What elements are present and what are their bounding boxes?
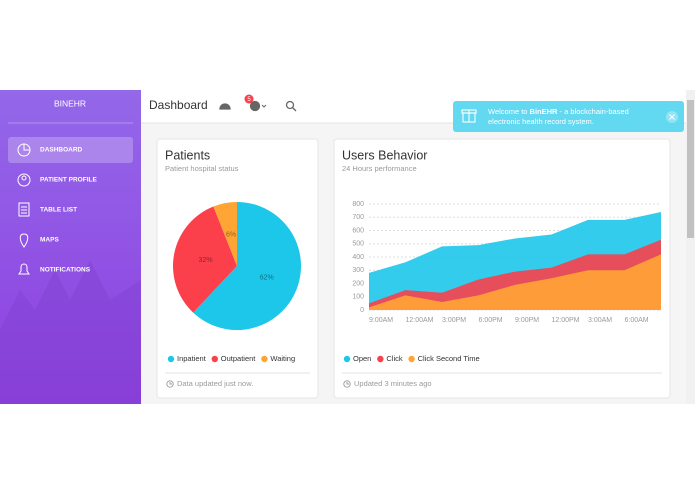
nav-item[interactable]: TABLE LIST — [40, 207, 77, 214]
y-tick-label: 300 — [352, 267, 364, 274]
brand: BINEHR — [54, 98, 86, 108]
x-tick-label: 6:00AM — [625, 317, 649, 324]
pie-label: 6% — [226, 231, 236, 238]
legend-swatch — [408, 355, 415, 363]
area — [369, 254, 661, 310]
y-tick-label: 700 — [352, 214, 364, 221]
card-footer: Updated 3 minutes ago — [354, 379, 432, 388]
legend-swatch — [343, 355, 351, 363]
badge — [244, 94, 254, 104]
nav-item[interactable]: PATIENT PROFILE — [40, 177, 97, 184]
x-tick-label: 12:00PM — [552, 317, 580, 324]
legend-label: Inpatient — [177, 354, 207, 363]
y-tick-label: 200 — [352, 280, 364, 287]
x-tick-label: 12:00AM — [406, 317, 434, 324]
page-title: Dashboard — [149, 98, 208, 112]
y-tick-label: 100 — [352, 294, 364, 301]
legend-label: Click Second Time — [418, 354, 480, 363]
notification-brand: BinEHR — [530, 107, 559, 116]
notification-text: electronic health record system. — [488, 117, 594, 126]
notification-text: - a blockchain-based — [557, 107, 628, 116]
legend-swatch — [261, 355, 268, 363]
legend-swatch — [377, 355, 384, 363]
notification — [453, 101, 684, 132]
legend-label: Waiting — [270, 354, 295, 363]
card-title: Users Behavior — [342, 148, 427, 162]
nav-active — [8, 137, 133, 163]
y-tick-label: 500 — [352, 241, 364, 248]
y-tick-label: 600 — [352, 227, 364, 234]
card-subtitle: Patient hospital status — [165, 164, 239, 173]
x-tick-label: 9:00PM — [515, 317, 539, 324]
nav-item[interactable]: NOTIFICATIONS — [40, 267, 91, 274]
pie-slice — [193, 202, 301, 330]
x-tick-label: 3:00PM — [442, 317, 466, 324]
notification-line: Welcome to BinEHR - a blockchain-based — [488, 107, 629, 116]
y-tick-label: 800 — [352, 201, 364, 208]
y-tick-label: 0 — [360, 307, 364, 314]
nav-item[interactable]: DASHBOARD — [40, 147, 83, 154]
y-tick-label: 400 — [352, 254, 364, 261]
card-footer: Data updated just now. — [177, 379, 253, 388]
nav-icons — [17, 143, 31, 275]
scroll-thumb[interactable] — [687, 100, 694, 238]
card-title: Patients — [165, 148, 210, 162]
notification-prefix: Welcome to — [488, 107, 530, 116]
legend-label: Open — [353, 354, 371, 363]
pie-label: 32% — [199, 257, 213, 264]
pie-slice — [172, 206, 237, 313]
legend-swatch — [167, 355, 175, 363]
clock-icons — [166, 380, 351, 388]
close-x — [669, 114, 675, 120]
x-tick-label: 6:00PM — [479, 317, 503, 324]
x-tick-label: 3:00AM — [588, 317, 612, 324]
legend-swatch — [211, 355, 218, 363]
card-subtitle: 24 Hours performance — [342, 164, 417, 173]
sidebar-trees — [0, 260, 141, 404]
scrollbar — [686, 90, 695, 404]
gift-icon — [461, 109, 477, 123]
x-tick-label: 9:00AM — [369, 317, 393, 324]
pie-slice — [213, 202, 237, 266]
nav-item[interactable]: MAPS — [40, 237, 59, 244]
legend-label: Outpatient — [221, 354, 257, 363]
badge-count: 5 — [247, 97, 251, 103]
top-icons[interactable] — [219, 100, 297, 112]
legend-label: Click — [386, 354, 402, 363]
pie-label: 62% — [260, 275, 274, 282]
